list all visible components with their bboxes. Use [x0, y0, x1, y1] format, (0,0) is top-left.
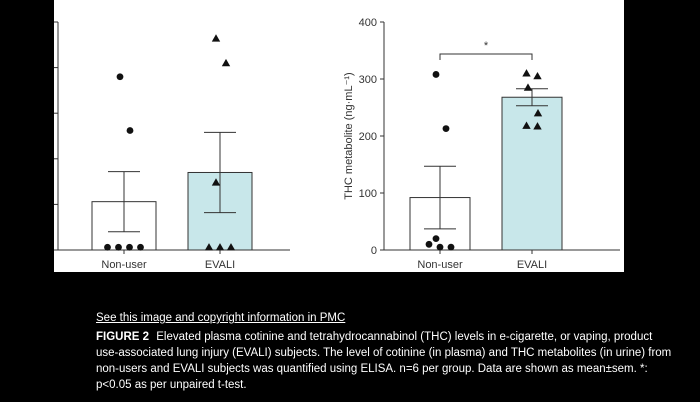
data-point: [436, 243, 444, 251]
data-point: [126, 127, 134, 134]
data-point: [533, 109, 543, 117]
data-point: [432, 71, 440, 78]
y-tick-label: 200: [359, 131, 377, 143]
data-point: [126, 243, 133, 251]
data-point: [226, 243, 236, 251]
data-point: [522, 69, 531, 77]
caption-body: FIGURE 2 Elevated plasma cotinine and te…: [96, 329, 676, 393]
chart-cotinine: 050100150200250Cotinine (ng·mL⁻¹)Non-use…: [54, 21, 290, 271]
data-point: [115, 243, 122, 251]
data-point: [204, 243, 214, 251]
data-point: [522, 121, 531, 129]
y-tick-label: 0: [371, 245, 377, 257]
data-point: [215, 243, 225, 251]
data-point: [432, 235, 440, 243]
significance-label: *: [484, 40, 489, 52]
y-tick-label: 100: [359, 188, 377, 200]
data-point: [104, 243, 111, 251]
copyright-link[interactable]: See this image and copyright information…: [96, 312, 346, 324]
data-point: [523, 83, 533, 91]
data-point: [137, 243, 144, 251]
data-point: [221, 58, 231, 67]
category-label: EVALI: [205, 259, 235, 271]
data-point: [211, 178, 221, 186]
significance-bracket: [439, 53, 533, 60]
figure-label: FIGURE 2: [96, 331, 150, 343]
category-label: Non-user: [417, 259, 463, 271]
data-point: [116, 73, 124, 81]
figure-charts: 050100150200250Cotinine (ng·mL⁻¹)Non-use…: [54, 17, 620, 271]
y-tick-label: 300: [359, 74, 377, 86]
data-point: [211, 34, 221, 42]
category-label: Non-user: [101, 259, 147, 271]
y-axis-title: THC metabolite (ng·mL⁻¹): [343, 72, 355, 199]
figure-panel: 050100150200250Cotinine (ng·mL⁻¹)Non-use…: [54, 0, 624, 272]
data-point: [533, 71, 542, 80]
data-point: [425, 240, 433, 248]
y-tick-label: 400: [359, 17, 377, 29]
category-label: EVALI: [517, 259, 547, 271]
data-point: [447, 243, 455, 251]
data-point: [442, 125, 450, 132]
data-point: [533, 122, 542, 130]
caption-text: Elevated plasma cotinine and tetrahydroc…: [96, 331, 672, 391]
figure-caption: See this image and copyright information…: [96, 310, 676, 393]
chart-thc: 0 100 200 300 400 THC metabolite (ng·mL⁻¹) Non…: [343, 17, 620, 271]
bar-evali: [501, 96, 563, 251]
